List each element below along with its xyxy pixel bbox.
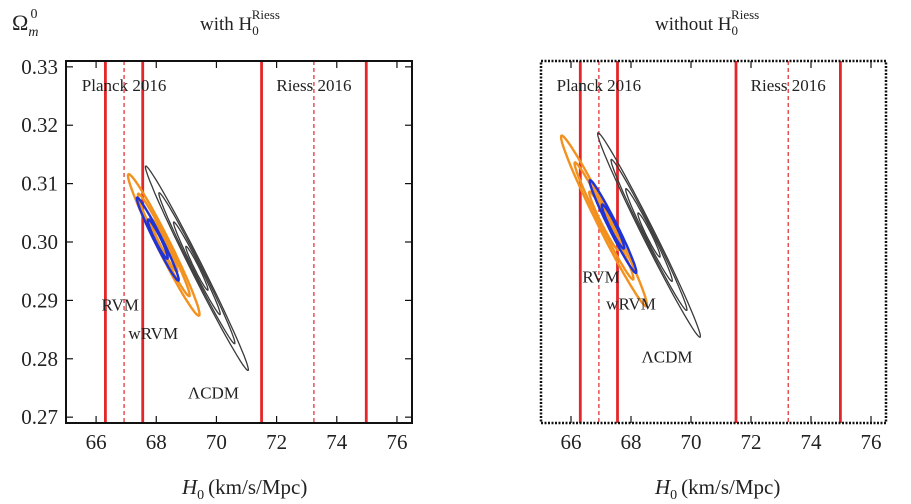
x-tick-label: 74 xyxy=(326,430,348,454)
contour-wRVM xyxy=(573,161,635,281)
x-tick-label: 76 xyxy=(861,430,882,454)
contour-RVM xyxy=(600,203,626,250)
contour-ΛCDM xyxy=(610,158,688,312)
series-annotation: wRVM xyxy=(606,295,656,314)
y-tick-label: 0.32 xyxy=(21,113,58,137)
axes: 66 68 70 72 74 76 0.27 0.28 0.29 0.30 0.31 0.32 0.33 xyxy=(21,55,412,454)
series-annotation: ΛCDM xyxy=(641,347,692,366)
band-label: Riess 2016 xyxy=(276,76,351,95)
panel-title-sup: Riess xyxy=(252,7,280,22)
x-axis-label-h: H xyxy=(654,475,672,499)
series-annotation: ΛCDM xyxy=(188,383,239,402)
y-tick-label: 0.28 xyxy=(21,347,58,371)
series-annotation: RVM xyxy=(101,295,138,314)
y-axis-label-sup: 0 xyxy=(30,7,37,22)
series-annotation: wRVM xyxy=(128,324,178,343)
x-axis-label-units: (km/s/Mpc) xyxy=(208,475,307,499)
y-axis-label-sub: m xyxy=(28,25,38,40)
contour-ΛCDM xyxy=(625,188,673,282)
x-tick-label: 72 xyxy=(741,430,762,454)
panel-title-prefix: without H xyxy=(655,14,732,35)
x-axis-label-units: (km/s/Mpc) xyxy=(681,475,780,499)
plot-layer: Planck 2016 Riess 2016 RVM wRVM ΛCDM xyxy=(82,61,368,423)
contour-RVM xyxy=(135,196,180,282)
x-tick-label: 68 xyxy=(146,430,167,454)
band-label: Planck 2016 xyxy=(82,76,167,95)
panel-title: without H0Riess xyxy=(655,7,759,38)
x-tick-label: 74 xyxy=(801,430,823,454)
contour-wRVM xyxy=(126,172,201,318)
contour-ΛCDM xyxy=(172,221,221,316)
panel-without-riess: without H0Riess Planck 2016 Riess 2016RVM… xyxy=(539,7,888,503)
contour-RVM xyxy=(146,218,169,260)
panel-title-sub: 0 xyxy=(252,23,259,38)
band-label: Riess 2016 xyxy=(751,76,826,95)
x-tick-label: 68 xyxy=(621,430,642,454)
panel-with-riess: with H0Riess Planck 2016 Riess 2016RVMwRV… xyxy=(21,7,413,503)
panel-title-sub: 0 xyxy=(732,23,739,38)
x-tick-label: 76 xyxy=(386,430,407,454)
x-axis-label-sub: 0 xyxy=(670,488,677,503)
contour-wRVM xyxy=(559,134,649,308)
x-axis-label-h: H xyxy=(181,475,199,499)
contour-ΛCDM xyxy=(158,192,236,345)
y-tick-label: 0.30 xyxy=(21,230,58,254)
x-axis-label: H0 (km/s/Mpc) xyxy=(181,475,307,503)
plot-frame xyxy=(65,60,413,424)
y-tick-label: 0.29 xyxy=(21,288,58,312)
contour-ΛCDM xyxy=(185,245,209,291)
x-tick-label: 66 xyxy=(561,430,582,454)
plot-area: Planck 2016 Riess 2016 RVM wRVM ΛCDM xyxy=(557,61,842,423)
y-tick-label: 0.33 xyxy=(21,55,58,79)
contour-ΛCDM xyxy=(596,132,702,338)
y-tick-label: 0.31 xyxy=(21,172,58,196)
x-axis-label: H0 (km/s/Mpc) xyxy=(654,475,780,503)
y-axis-label-main: Ω xyxy=(12,10,28,35)
x-tick-label: 70 xyxy=(681,430,702,454)
band-label: Planck 2016 xyxy=(557,76,642,95)
panel-title-sup: Riess xyxy=(731,7,759,22)
contour-ΛCDM xyxy=(144,165,250,372)
x-tick-label: 66 xyxy=(86,430,107,454)
panel-title: with H0Riess xyxy=(200,7,280,38)
series-annotation: RVM xyxy=(582,268,619,287)
y-axis-label: Ωm 0 xyxy=(12,7,38,40)
y-tick-label: 0.27 xyxy=(21,405,58,429)
x-tick-label: 70 xyxy=(206,430,227,454)
contour-ΛCDM xyxy=(637,212,661,258)
axes: 66 68 70 72 74 76 xyxy=(561,61,882,454)
plot-area: Planck 2016 Riess 2016 RVM wRVM ΛCDM xyxy=(82,61,368,423)
x-axis-label-sub: 0 xyxy=(197,488,204,503)
plot-layer: Planck 2016 Riess 2016 RVM wRVM ΛCDM xyxy=(557,61,842,423)
panel-title-prefix: with H xyxy=(200,14,253,35)
plot-frame xyxy=(539,59,888,425)
contour-RVM xyxy=(588,178,638,275)
x-tick-label: 72 xyxy=(266,430,287,454)
